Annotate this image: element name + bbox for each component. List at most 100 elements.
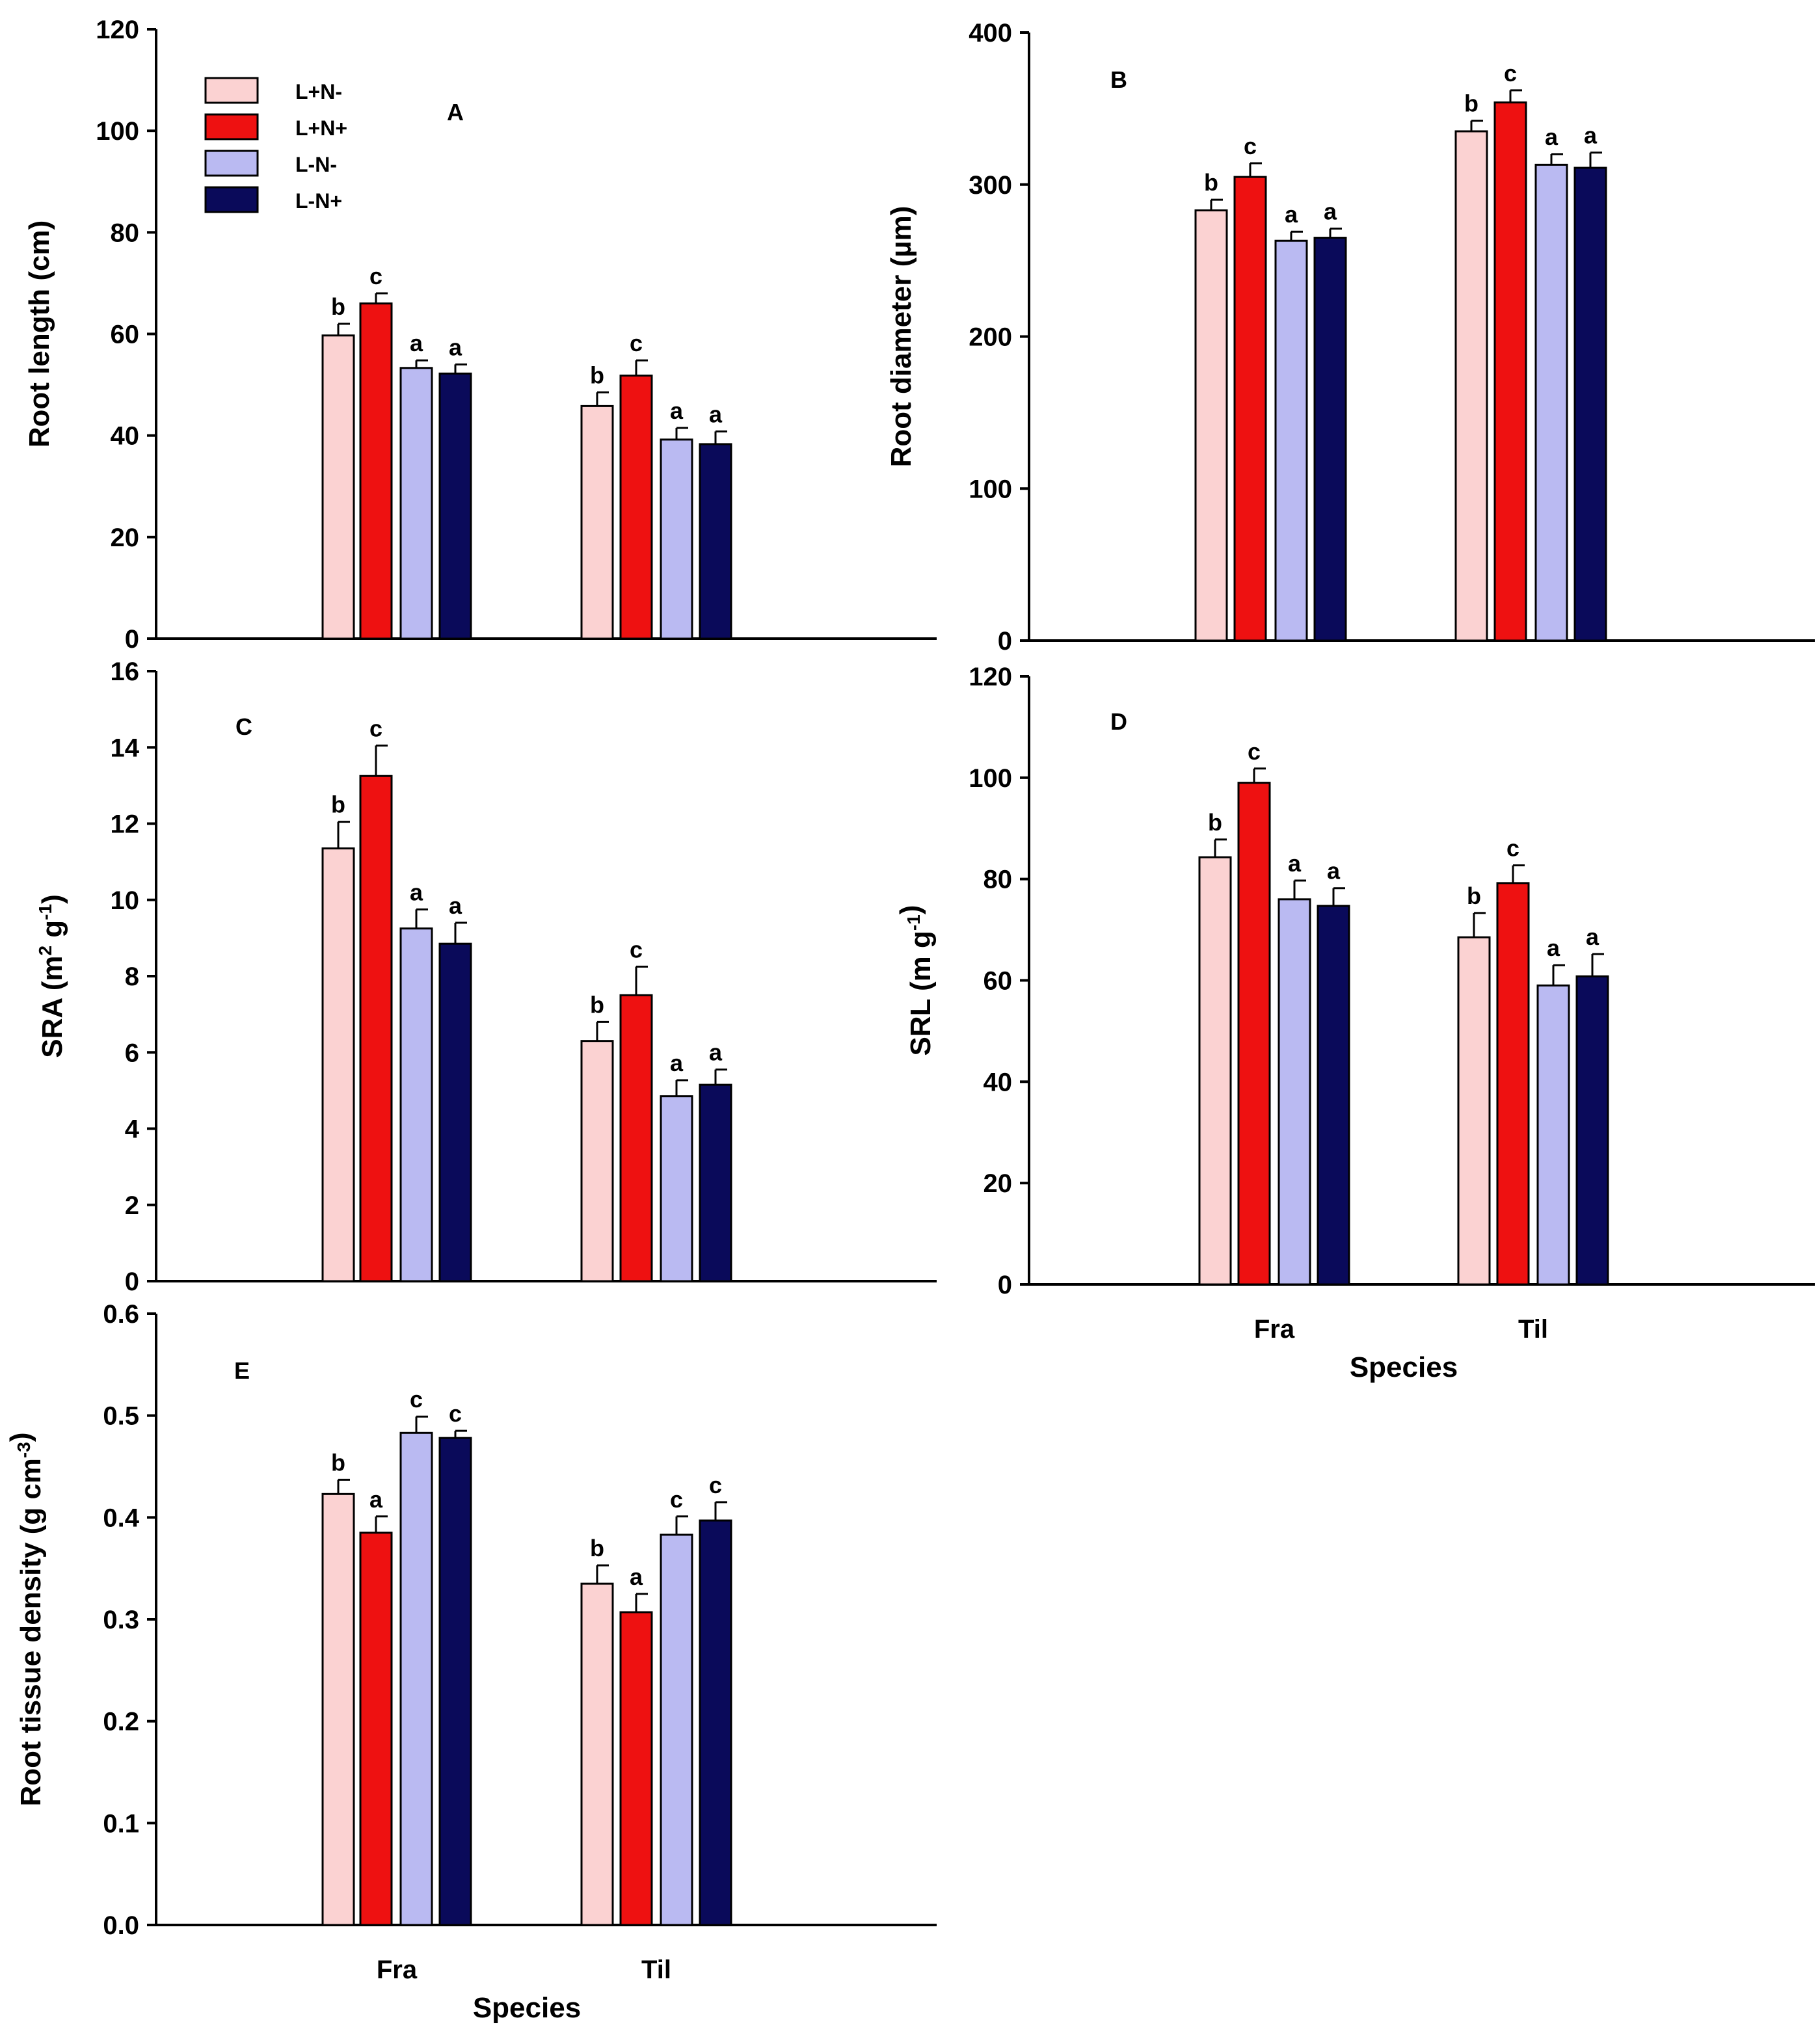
significance-letter: b	[331, 791, 345, 818]
bar-fra-2	[1274, 239, 1308, 642]
bar-fra-2	[399, 1431, 433, 1926]
y-axis-title: Root tissue density (g cm-3)	[5, 1433, 47, 1807]
y-tick-label: 120	[969, 663, 1012, 691]
bar-fra-3	[438, 372, 472, 640]
significance-letter: a	[1547, 935, 1560, 961]
significance-letter: a	[670, 1050, 684, 1076]
bar-fra-0	[1194, 209, 1228, 642]
x-axis-title: Species	[1350, 1351, 1458, 1383]
significance-letter: c	[410, 1386, 423, 1413]
significance-letter: c	[1506, 835, 1519, 862]
bar-fra-1	[359, 1532, 393, 1926]
y-tick-label: 100	[969, 475, 1012, 503]
bar-fra-0	[321, 1493, 355, 1926]
significance-letter: a	[1327, 858, 1341, 884]
legend-label: L+N-	[295, 80, 342, 103]
x-tick-label: Til	[1518, 1315, 1548, 1344]
y-tick-label: 0.3	[103, 1606, 139, 1634]
legend-swatch	[204, 150, 259, 177]
y-axis-title: SRA (m2 g-1)	[35, 894, 68, 1058]
y-tick-label: 100	[969, 764, 1012, 793]
significance-letter: c	[1248, 738, 1261, 765]
x-tick-label: Fra	[377, 1956, 418, 1984]
panel-label: B	[1110, 66, 1127, 93]
bar-til-0	[1454, 130, 1488, 642]
y-tick-label: 0	[998, 627, 1012, 656]
y-tick-label: 20	[111, 524, 140, 552]
y-tick-label: 16	[111, 657, 140, 686]
significance-letter: a	[1288, 850, 1302, 877]
significance-letter: b	[590, 1535, 604, 1561]
y-axis-title: Root diameter (µm)	[885, 206, 917, 468]
significance-letter: c	[369, 715, 382, 741]
bar-fra-3	[1313, 237, 1347, 642]
significance-letter: a	[630, 1563, 643, 1590]
y-tick-label: 0.1	[103, 1809, 139, 1838]
bar-til-3	[699, 1083, 732, 1282]
significance-letter: b	[1204, 169, 1218, 196]
significance-letter: a	[709, 1039, 723, 1066]
significance-letter: a	[709, 401, 723, 427]
y-tick-label: 0.0	[103, 1911, 139, 1940]
y-tick-label: 0	[998, 1271, 1012, 1299]
y-tick-label: 120	[96, 16, 139, 44]
legend: L+N- L+N+ L-N- L-N+	[204, 77, 347, 213]
y-tick-label: 8	[125, 962, 139, 991]
legend-label: L-N-	[295, 153, 337, 176]
bar-fra-3	[438, 942, 472, 1282]
panel-label: E	[234, 1357, 250, 1384]
significance-letter: c	[630, 936, 643, 962]
bar-fra-1	[1237, 782, 1271, 1286]
y-tick-label: 300	[969, 171, 1012, 200]
y-tick-label: 60	[984, 967, 1013, 996]
y-tick-label: 12	[111, 810, 140, 839]
panel-label: D	[1110, 708, 1127, 735]
bar-fra-0	[1198, 856, 1232, 1286]
bar-til-0	[580, 405, 614, 640]
legend-swatch	[204, 113, 259, 140]
y-tick-label: 80	[984, 866, 1013, 894]
significance-letter: a	[449, 334, 462, 360]
significance-letter: c	[1244, 133, 1257, 159]
bar-til-2	[1534, 163, 1568, 642]
y-tick-label: 60	[111, 321, 140, 349]
y-tick-label: 10	[111, 886, 140, 915]
significance-letter: c	[1504, 60, 1517, 86]
bar-til-3	[1575, 975, 1609, 1286]
y-tick-label: 80	[111, 219, 140, 247]
significance-letter: b	[590, 362, 604, 388]
y-axis-title: SRL (m g-1)	[894, 905, 937, 1056]
significance-letter: a	[1285, 201, 1298, 228]
legend-label: L-N+	[295, 189, 342, 213]
bar-til-2	[660, 1533, 693, 1926]
significance-letter: c	[670, 1486, 683, 1513]
bar-til-2	[660, 438, 693, 640]
significance-letter: c	[630, 330, 643, 356]
y-axis-title: Root length (cm)	[23, 220, 55, 448]
x-tick-label: Til	[641, 1956, 671, 1984]
significance-letter: a	[1584, 122, 1598, 149]
significance-letter: a	[410, 330, 423, 356]
y-tick-label: 6	[125, 1039, 139, 1067]
y-tick-label: 40	[984, 1068, 1013, 1096]
significance-letter: b	[331, 293, 345, 320]
significance-letter: a	[369, 1486, 383, 1513]
y-tick-label: 4	[125, 1115, 140, 1144]
bar-til-0	[1457, 936, 1491, 1286]
y-tick-label: 400	[969, 19, 1012, 47]
significance-letter: a	[670, 397, 684, 424]
significance-letter: c	[709, 1472, 722, 1498]
legend-label: L+N+	[295, 116, 347, 140]
y-tick-label: 2	[125, 1191, 139, 1220]
significance-letter: a	[1545, 124, 1559, 150]
significance-letter: a	[1324, 198, 1337, 225]
bar-til-1	[619, 375, 653, 640]
significance-letter: a	[410, 879, 423, 905]
significance-letter: c	[369, 263, 382, 289]
bar-fra-3	[1317, 905, 1350, 1286]
